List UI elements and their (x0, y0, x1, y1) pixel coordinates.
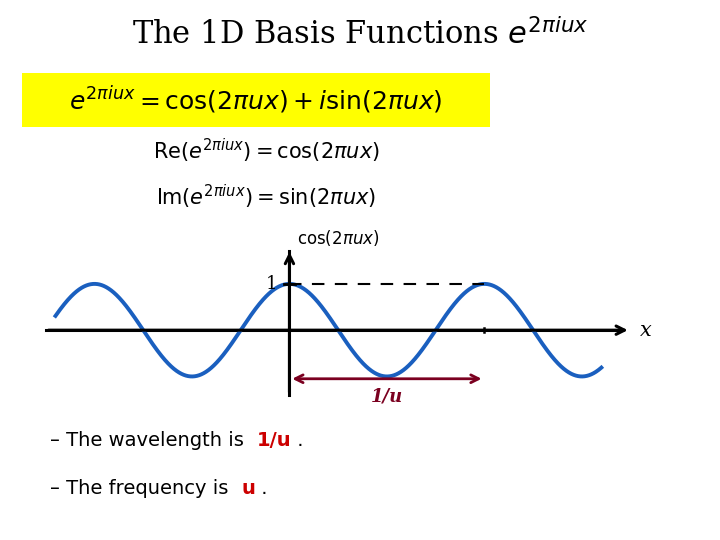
Text: $\mathrm{Re}(e^{2\pi iux}) = \cos(2\pi ux)$: $\mathrm{Re}(e^{2\pi iux}) = \cos(2\pi u… (153, 137, 380, 165)
Text: – The frequency is: – The frequency is (50, 479, 241, 498)
FancyBboxPatch shape (22, 73, 490, 127)
Text: 1/u: 1/u (257, 430, 292, 450)
Text: .: . (255, 479, 268, 498)
Text: $\mathrm{Im}(e^{2\pi iux}) = \sin(2\pi ux)$: $\mathrm{Im}(e^{2\pi iux}) = \sin(2\pi u… (156, 183, 377, 211)
Text: – The wavelength is: – The wavelength is (50, 430, 257, 450)
Text: u: u (241, 479, 255, 498)
Text: 1/u: 1/u (371, 387, 403, 405)
Text: 1: 1 (266, 275, 278, 293)
Text: $\cos(2\pi ux)$: $\cos(2\pi ux)$ (297, 228, 379, 248)
Text: .: . (292, 430, 304, 450)
Text: $e^{2\pi iux} = \cos(2\pi ux) + i\sin(2\pi ux)$: $e^{2\pi iux} = \cos(2\pi ux) + i\sin(2\… (69, 84, 442, 116)
Text: The 1D Basis Functions $e^{2\pi iux}$: The 1D Basis Functions $e^{2\pi iux}$ (132, 19, 588, 51)
Text: x: x (640, 321, 652, 340)
